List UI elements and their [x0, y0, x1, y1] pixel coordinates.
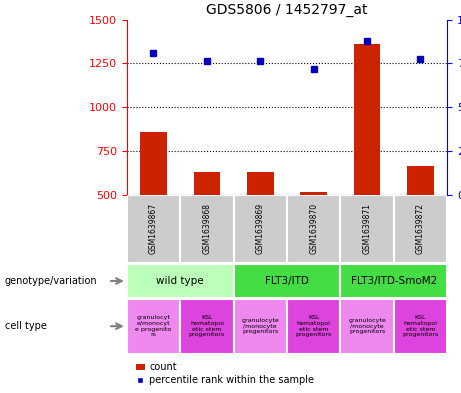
Text: GSM1639870: GSM1639870 [309, 203, 318, 255]
Text: granulocyte
/monocyte
progenitors: granulocyte /monocyte progenitors [242, 318, 279, 334]
Text: genotype/variation: genotype/variation [5, 276, 97, 286]
Text: GSM1639869: GSM1639869 [256, 203, 265, 255]
Legend: count, percentile rank within the sample: count, percentile rank within the sample [132, 358, 318, 389]
Text: KSL
hematopoi
etic stem
progenitors: KSL hematopoi etic stem progenitors [189, 315, 225, 337]
Title: GDS5806 / 1452797_at: GDS5806 / 1452797_at [206, 3, 368, 17]
Bar [180, 299, 234, 354]
Bar [127, 264, 234, 298]
Bar [140, 132, 167, 195]
Bar [340, 195, 394, 263]
Bar [394, 195, 447, 263]
Text: GSM1639867: GSM1639867 [149, 203, 158, 255]
Text: FLT3/ITD: FLT3/ITD [265, 276, 309, 286]
Bar [300, 192, 327, 195]
Bar [287, 299, 340, 354]
Bar [234, 264, 340, 298]
Bar [127, 195, 180, 263]
Text: granulocyte
/monocyte
progenitors: granulocyte /monocyte progenitors [348, 318, 386, 334]
Text: KSL
hematopoi
etic stem
progenitors: KSL hematopoi etic stem progenitors [296, 315, 332, 337]
Text: FLT3/ITD-SmoM2: FLT3/ITD-SmoM2 [351, 276, 437, 286]
Bar [340, 299, 394, 354]
Text: cell type: cell type [5, 321, 47, 331]
Bar [287, 195, 340, 263]
Bar [407, 166, 434, 195]
Text: KSL
hematopoi
etic stem
progenitors: KSL hematopoi etic stem progenitors [402, 315, 438, 337]
Bar [127, 299, 180, 354]
Bar [194, 172, 220, 195]
Bar [180, 195, 234, 263]
Bar [394, 299, 447, 354]
Text: GSM1639868: GSM1639868 [202, 204, 212, 254]
Bar [340, 264, 447, 298]
Text: granulocyt
e/monocyt
e progenito
rs: granulocyt e/monocyt e progenito rs [136, 315, 171, 337]
Bar [247, 172, 274, 195]
Bar [234, 195, 287, 263]
Text: GSM1639871: GSM1639871 [362, 204, 372, 254]
Bar [354, 44, 380, 195]
Text: wild type: wild type [156, 276, 204, 286]
Bar [234, 299, 287, 354]
Text: GSM1639872: GSM1639872 [416, 204, 425, 254]
